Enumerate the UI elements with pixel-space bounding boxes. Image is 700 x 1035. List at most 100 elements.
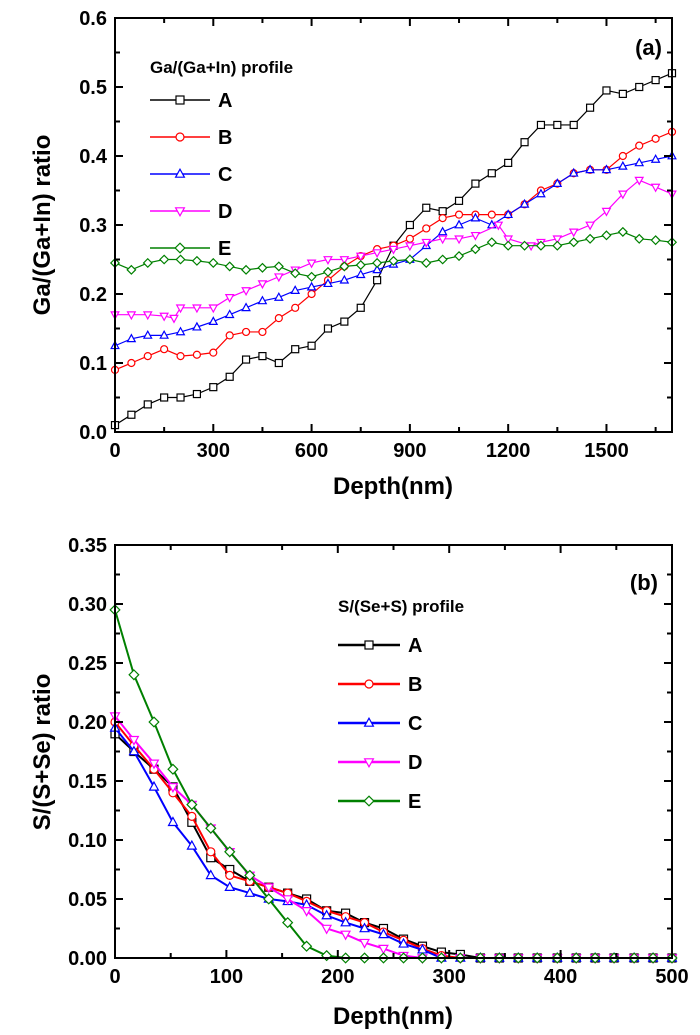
series-line-E (114, 609, 672, 959)
data-point-C (208, 316, 219, 325)
data-point-D (282, 895, 294, 906)
data-point-C (167, 816, 179, 827)
x-tick-label: 1500 (584, 440, 629, 462)
data-point-C (601, 164, 612, 174)
data-point-C (306, 281, 317, 291)
data-point-E (453, 251, 465, 262)
panel-b: (b) Depth(nm) S/(S+Se) ratio S/(Se+S) pr… (29, 535, 689, 1030)
data-point-C (290, 285, 301, 294)
data-point-C (585, 164, 595, 174)
data-point-E (142, 257, 153, 268)
data-point-A (209, 383, 218, 392)
data-point-C (323, 278, 333, 288)
data-point-E (421, 257, 432, 268)
legend-marker-D (174, 207, 186, 218)
data-point-D (301, 906, 313, 917)
y-tick-label: 0.00 (68, 948, 107, 970)
data-point-C (273, 292, 284, 301)
data-point-E (404, 254, 415, 265)
y-tick-label: 0.15 (68, 771, 107, 793)
data-point-A (291, 345, 300, 354)
data-point-C (359, 922, 370, 933)
data-point-B (225, 870, 235, 881)
series-C (109, 721, 678, 962)
data-point-A (274, 358, 283, 368)
data-point-D (437, 235, 448, 245)
data-point-C (224, 881, 236, 892)
data-point-D (650, 183, 661, 193)
data-point-E (273, 261, 284, 272)
x-tick-label: 200 (321, 966, 354, 988)
data-point-B (258, 327, 267, 337)
data-point-E (617, 226, 628, 237)
data-point-E (388, 255, 399, 266)
data-point-E (126, 264, 137, 275)
data-point-C (257, 295, 268, 305)
x-tick-label: 500 (655, 966, 688, 988)
data-point-D (273, 273, 284, 283)
data-point-E (321, 949, 333, 962)
legend-label-A: A (408, 635, 422, 657)
data-point-C (454, 219, 464, 229)
data-point-D (378, 944, 389, 955)
data-point-A (471, 179, 480, 188)
data-point-C (634, 157, 645, 167)
x-tick-label: 0 (109, 440, 120, 462)
data-point-B (405, 234, 414, 243)
legend-label-B: B (408, 674, 422, 696)
series-A (110, 69, 677, 430)
data-point-B (187, 811, 197, 822)
data-point-C (128, 745, 140, 756)
data-point-B (454, 210, 464, 219)
data-point-E (128, 669, 140, 681)
data-point-E (339, 261, 350, 272)
data-point-D (493, 221, 504, 231)
data-point-A (241, 355, 251, 364)
data-point-C (470, 212, 481, 222)
data-point-E (552, 240, 563, 251)
data-point-A (569, 120, 578, 130)
data-point-D (148, 759, 160, 770)
data-point-C (552, 178, 563, 187)
y-tick-label: 0.1 (79, 353, 107, 375)
xlabel-b: Depth(nm) (333, 1003, 453, 1030)
data-point-A (618, 89, 627, 99)
data-point-E (601, 230, 612, 241)
data-point-C (355, 269, 366, 279)
data-point-B (209, 348, 218, 357)
legend-title-b: S/(Se+S) profile (338, 597, 464, 616)
data-point-E (159, 254, 170, 265)
data-point-C (148, 780, 160, 791)
data-point-C (398, 937, 409, 948)
legend-label-D: D (218, 201, 232, 223)
data-point-C (378, 928, 389, 939)
data-point-D (323, 256, 333, 265)
x-tick-label: 100 (210, 966, 243, 988)
series-line-B (114, 721, 672, 959)
data-point-E (208, 257, 219, 268)
data-point-A (340, 317, 349, 326)
data-point-C (339, 274, 350, 284)
data-point-D (192, 304, 202, 314)
data-point-D (321, 924, 333, 935)
legend-label-B: B (218, 127, 232, 149)
x-tick-label: 300 (433, 966, 466, 988)
data-point-E (355, 259, 366, 271)
legend-marker-E (174, 242, 186, 254)
data-point-D (526, 242, 536, 252)
data-point-B (438, 214, 447, 223)
data-point-E (191, 255, 202, 266)
data-point-A (651, 75, 660, 85)
y-tick-label: 0.6 (79, 8, 107, 30)
data-point-B (176, 352, 185, 361)
legend-title-a: Ga/(Ga+In) profile (150, 58, 293, 77)
data-point-E (205, 822, 217, 834)
data-point-B (274, 314, 283, 323)
series-D (109, 712, 678, 965)
data-point-D (175, 304, 186, 314)
data-point-E (535, 240, 546, 251)
data-point-C (175, 326, 186, 336)
y-tick-label: 0.20 (68, 712, 107, 734)
series-line-D (114, 715, 672, 959)
legend-marker-B (364, 679, 374, 689)
